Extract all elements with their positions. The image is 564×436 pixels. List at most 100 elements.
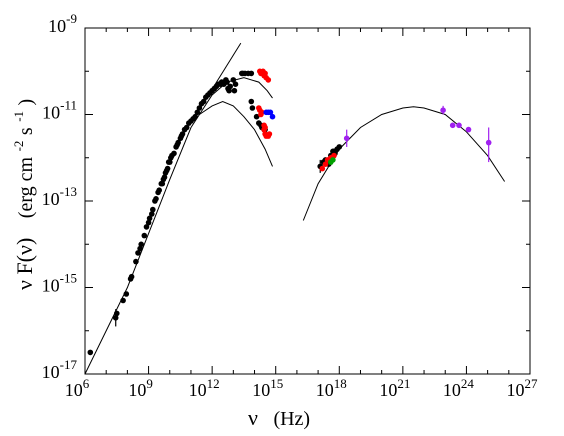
y-axis-label-unit-mid: s — [15, 127, 37, 135]
data-point-black — [153, 196, 159, 202]
data-point-black — [194, 109, 201, 116]
y-tick-label: 10-9 — [48, 11, 77, 36]
data-point-black — [227, 83, 233, 90]
data-point-black — [167, 159, 173, 165]
data-point-black — [159, 180, 166, 187]
data-point-black — [161, 174, 168, 180]
data-point-black — [179, 131, 186, 137]
x-tick-label: 1024 — [443, 376, 475, 400]
data-point-red — [259, 109, 265, 116]
data-point-blue — [269, 113, 276, 120]
model-curve — [302, 106, 506, 221]
y-tick-label-base: 10 — [42, 276, 60, 296]
y-tick-label-base: 10 — [42, 362, 60, 382]
data-point-red — [322, 161, 329, 167]
data-point-black — [230, 77, 237, 83]
x-tick-label-base: 10 — [379, 380, 397, 400]
data-point-black — [232, 81, 239, 87]
x-tick-label: 1015 — [252, 376, 283, 400]
y-tick-label-exp: -15 — [60, 271, 77, 286]
data-point-black — [123, 291, 130, 297]
plot-area-border — [84, 27, 531, 375]
data-point-black — [249, 105, 256, 111]
y-axis-label-unit-exp2: -1 — [11, 111, 26, 122]
y-axis-label-unit-exp1: -2 — [11, 141, 26, 152]
data-point-purple — [449, 122, 456, 129]
data-point-black — [231, 87, 238, 94]
data-point-black — [248, 98, 255, 105]
y-axis-label-unit-base: (erg cm — [15, 156, 37, 218]
y-axis-label-unit-end: ) — [15, 99, 37, 106]
data-point-black — [248, 70, 255, 77]
data-point-black — [253, 113, 260, 120]
data-point-black — [183, 124, 190, 131]
x-tick-label: 109 — [128, 376, 153, 400]
data-point-red — [262, 124, 268, 131]
axis-ticks: 106 109 1012 1015 1018 1021 1024 102710-1710-15… — [42, 11, 538, 400]
data-point-black — [171, 150, 177, 157]
y-axis-label-main: ν F(ν) — [12, 238, 37, 290]
data-point-black — [143, 224, 150, 230]
data-point-red — [265, 77, 272, 83]
data-point-black — [224, 79, 230, 85]
x-tick-label-exp: 15 — [270, 376, 283, 391]
data-point-purple — [456, 122, 462, 129]
data-point-purple — [440, 107, 446, 113]
data-point-black — [196, 105, 203, 111]
x-tick-label: 1021 — [379, 376, 410, 400]
data-point-purple — [485, 139, 492, 146]
data-point-black — [128, 273, 135, 280]
y-tick-label-exp: -13 — [60, 184, 77, 199]
x-axis-label: ν (Hz) — [248, 405, 310, 430]
data-point-blue — [267, 109, 274, 116]
x-tick-label: 1012 — [189, 376, 220, 400]
x-tick-label-base: 10 — [252, 380, 270, 400]
y-tick-label-exp: -9 — [66, 11, 77, 26]
data-point-red — [266, 131, 273, 137]
y-tick-label: 10-15 — [42, 271, 77, 296]
x-tick-label-exp: 27 — [525, 376, 539, 391]
x-tick-label-base: 10 — [316, 380, 334, 400]
x-tick-label: 106 — [65, 376, 90, 400]
data-point-black — [336, 144, 343, 150]
data-point-black — [120, 297, 126, 304]
data-point-black — [150, 206, 156, 213]
y-tick-label: 10-13 — [42, 184, 77, 209]
x-tick-label-exp: 9 — [146, 376, 153, 391]
y-axis-label: ν F(ν) (erg cm -2 s -1 ) — [3, 99, 37, 290]
data-point-black — [145, 219, 152, 226]
y-tick-label-base: 10 — [42, 189, 60, 209]
y-tick-label: 10-17 — [42, 357, 78, 382]
y-tick-label-base: 10 — [48, 16, 66, 36]
data-point-black — [114, 310, 120, 317]
data-point-black — [200, 98, 207, 105]
x-axis-label-main: ν — [248, 405, 258, 430]
y-tick-label-base: 10 — [42, 103, 60, 123]
data-point-red — [331, 152, 337, 159]
model-curve — [199, 100, 273, 167]
plot-frame — [84, 27, 531, 375]
data-point-black — [141, 232, 148, 239]
data-point-black — [175, 139, 181, 146]
data-point-black — [192, 113, 198, 120]
data-point-black — [164, 165, 171, 172]
x-tick-label: 1027 — [507, 376, 539, 400]
data-point-black — [137, 245, 143, 252]
x-tick-label-exp: 6 — [83, 376, 90, 391]
x-tick-label-exp: 18 — [334, 376, 347, 391]
data-point-black — [146, 215, 153, 222]
x-axis-label-unit: (Hz) — [273, 408, 310, 430]
y-tick-label-exp: -11 — [60, 98, 77, 113]
data-point-red — [319, 165, 326, 172]
y-tick-label: 10-11 — [42, 98, 77, 123]
x-tick-label-base: 10 — [443, 380, 461, 400]
data-point-black — [138, 241, 144, 248]
x-tick-label-exp: 24 — [461, 376, 475, 391]
data-point-black — [112, 315, 119, 321]
axis-labels: ν (Hz) ν F(ν) (erg cm -2 s -1 ) — [3, 99, 310, 430]
data-point-black — [135, 250, 141, 256]
x-tick-label-exp: 21 — [397, 376, 410, 391]
data-point-black — [87, 349, 94, 356]
data-point-red — [262, 70, 268, 77]
